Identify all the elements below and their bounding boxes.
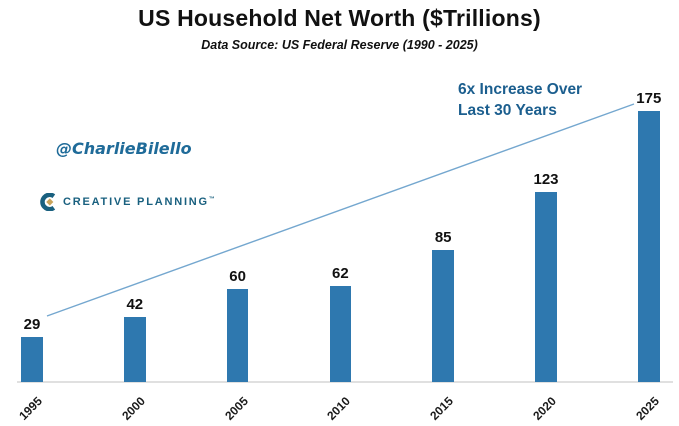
bar-2005	[226, 289, 249, 382]
brand-name: CREATIVE PLANNING™	[63, 196, 215, 208]
trademark-mark: ™	[208, 196, 215, 203]
bar-value-label: 85	[434, 229, 452, 246]
bar-2025	[638, 111, 660, 382]
creative-planning-logo-icon	[40, 193, 56, 211]
x-axis-tick-label: 1995	[16, 394, 45, 423]
bar-2000	[124, 317, 146, 382]
trend-annotation: 6x Increase Over Last 30 Years	[458, 79, 582, 121]
trend-annotation-line1: 6x Increase Over	[458, 81, 583, 98]
bar-value-label: 42	[126, 296, 144, 313]
bar-2020	[535, 192, 557, 382]
chart-subtitle: Data Source: US Federal Reserve (1990 - …	[201, 38, 478, 52]
x-axis-tick-label: 2000	[118, 394, 148, 423]
x-axis-tick-label: 2010	[324, 394, 354, 423]
bar-2010	[329, 286, 352, 382]
bar-value-label: 60	[229, 268, 246, 285]
bar-value-label: 123	[533, 171, 559, 188]
bar-1995	[21, 337, 43, 382]
x-axis-tick-label: 2020	[530, 394, 559, 423]
chart-title: US Household Net Worth ($Trillions)	[138, 5, 541, 31]
x-axis-tick-label: 2005	[221, 394, 251, 423]
author-watermark: @CharlieBilello	[56, 139, 192, 158]
bar-value-label: 175	[636, 90, 662, 107]
bar-value-label: 29	[23, 316, 41, 333]
x-axis-tick-label: 2025	[632, 394, 662, 423]
trend-annotation-line2: Last 30 Years	[458, 102, 557, 119]
bar-2015	[432, 250, 454, 382]
x-axis-tick-label: 2015	[427, 394, 457, 423]
bar-value-label: 62	[332, 265, 349, 282]
x-axis-line	[17, 381, 673, 383]
brand-logo: CREATIVE PLANNING™	[39, 193, 215, 211]
